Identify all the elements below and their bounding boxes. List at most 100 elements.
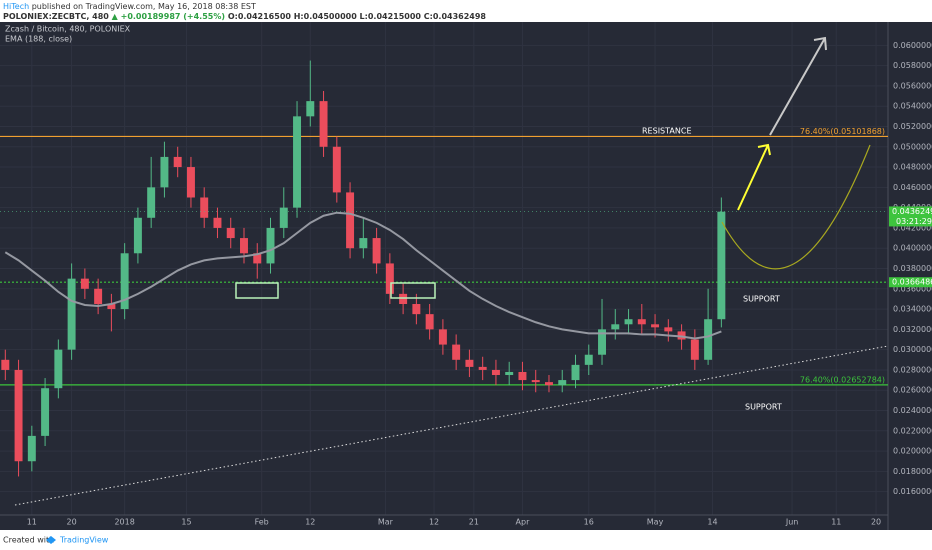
candle-body: [558, 380, 567, 386]
candle-body: [226, 227, 235, 239]
candle-body: [200, 197, 209, 218]
published: published on TradingView.com, May 16, 20…: [32, 2, 256, 11]
candle-body: [491, 369, 500, 376]
annotation: SUPPORT: [745, 403, 782, 412]
candle-body: [120, 253, 129, 310]
x-tick-label: Apr: [516, 518, 531, 527]
y-tick-label: 0.03000000: [893, 345, 932, 354]
candle-body: [359, 238, 368, 249]
candle-body: [186, 167, 195, 198]
y-tick-label: 0.03200000: [893, 325, 932, 334]
y-tick-label: 0.03400000: [893, 305, 932, 314]
footer-bg: [0, 530, 932, 550]
annotation: SUPPORT: [743, 295, 780, 304]
candle-body: [425, 314, 434, 330]
candle-body: [717, 211, 726, 320]
y-tick-label: 0.02800000: [893, 365, 932, 374]
arrow: [737, 143, 771, 211]
y-tick-label: 0.05200000: [893, 122, 932, 131]
candle-body: [54, 349, 63, 389]
candle-body: [452, 344, 461, 360]
candle-body: [306, 101, 315, 117]
candle-body: [67, 278, 76, 350]
x-tick-label: May: [647, 518, 664, 527]
candle-body: [279, 207, 288, 228]
candle-body: [704, 319, 713, 360]
y-tick-label: 0.04800000: [893, 163, 932, 172]
candle-body: [690, 339, 699, 360]
x-tick-label: 15: [181, 518, 191, 527]
candle-body: [385, 263, 394, 294]
candle-body: [571, 364, 580, 381]
candle-body: [677, 331, 686, 340]
author[interactable]: HiTech: [3, 2, 29, 11]
support-box: [235, 282, 279, 299]
legend-entry: Zcash / Bitcoin, 480, POLONIEX: [5, 25, 131, 34]
candle-body: [27, 435, 36, 462]
y-tick-label: 0.03600000: [893, 284, 932, 293]
price-tag-label: 0.03664862: [892, 278, 932, 287]
candle-body: [518, 371, 527, 381]
candle-body: [80, 278, 89, 289]
candle-body: [332, 146, 341, 193]
candle-body: [160, 156, 169, 188]
level-label: 76.40%(0.05101868): [800, 127, 885, 136]
y-tick-label: 0.05000000: [893, 142, 932, 151]
candle-body: [598, 329, 606, 355]
candle-body: [505, 371, 514, 376]
header-bg: [0, 0, 932, 22]
support-box: [390, 282, 436, 299]
y-tick-label: 0.04000000: [893, 244, 932, 253]
candle-body: [240, 238, 248, 254]
y-tick-label: 0.03800000: [893, 264, 932, 273]
y-tick-label: 0.05600000: [893, 81, 932, 90]
candle-body: [372, 238, 381, 264]
candle-body: [664, 327, 673, 332]
candle-body: [531, 380, 540, 383]
candle-body: [14, 369, 23, 462]
candle-body: [1, 359, 10, 370]
x-tick-label: 16: [584, 518, 594, 527]
candle-body: [584, 354, 593, 365]
plot: 0.01600000 0.01800000 0.02000000 0.02200000…: [0, 22, 932, 530]
candle-body: [637, 319, 646, 325]
candle-body: [133, 217, 142, 254]
x-tick-label: 2018: [114, 518, 134, 527]
x-tick-label: 20: [67, 518, 77, 527]
y-tick-label: 0.04200000: [893, 223, 932, 232]
y-tick-label: 0.01800000: [893, 467, 932, 476]
header-line: HiTech published on TradingView.com, May…: [3, 2, 256, 11]
countdown: 03:21:29: [896, 217, 932, 226]
x-tick-label: 12: [305, 518, 315, 527]
y-tick-label: 0.02400000: [893, 406, 932, 415]
candle-body: [651, 324, 660, 328]
candle-body: [293, 116, 302, 208]
x-tick-label: 14: [707, 518, 717, 527]
x-tick-label: Mar: [378, 518, 394, 527]
x-tick-label: 21: [469, 518, 479, 527]
y-tick-label: 0.05400000: [893, 102, 932, 111]
ticker-line: POLONIEX:ZECBTC, 480 ▲ +0.00189987 (+4.5…: [3, 12, 486, 21]
footer-brand[interactable]: TradingView: [59, 536, 109, 545]
y-tick-label: 0.04600000: [893, 183, 932, 192]
candle-body: [319, 101, 328, 147]
x-tick-label: Jun: [785, 518, 799, 527]
price-tag: [889, 206, 932, 227]
price-tag-label: 0.04362498: [892, 207, 932, 216]
candle-body: [478, 366, 487, 370]
y-tick-label: 0.05800000: [893, 61, 932, 70]
x-tick-label: 11: [831, 518, 841, 527]
y-tick-label: 0.02600000: [893, 386, 932, 395]
candle-body: [107, 304, 116, 310]
x-tick-label: 11: [27, 518, 37, 527]
candle-body: [399, 293, 408, 305]
footer-text: Created with: [3, 536, 54, 545]
candle-body: [438, 329, 447, 345]
x-tick-label: Feb: [255, 518, 269, 527]
y-tick-label: 0.01600000: [893, 487, 932, 496]
candle-body: [147, 187, 156, 218]
change: ▲ +0.00189987 (+4.55%): [112, 12, 225, 21]
symbol: POLONIEX:ZECBTC, 480: [3, 12, 109, 21]
candle-body: [266, 227, 275, 264]
